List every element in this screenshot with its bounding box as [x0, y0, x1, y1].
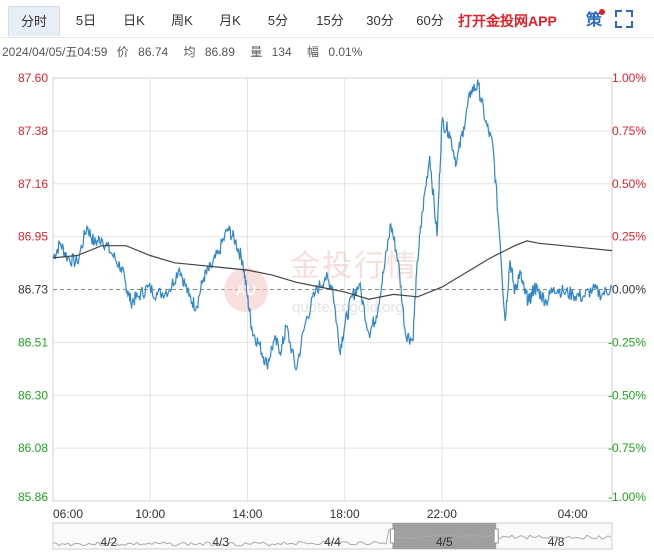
y-tick-label: 87.60 — [18, 71, 48, 85]
period-tab-bar: 分时 5日 日K 周K 月K 5分 15分 30分 60分 — [0, 0, 654, 38]
pct-tick-label: 0.25% — [612, 230, 646, 244]
y-tick-label: 86.08 — [18, 441, 48, 455]
tab-7[interactable]: 30分 — [366, 13, 394, 28]
x-tick-label: 22:00 — [427, 507, 457, 521]
navigator-label: 4/8 — [548, 535, 565, 549]
tab-5[interactable]: 5分 — [267, 13, 289, 28]
y-tick-label: 86.30 — [18, 388, 48, 402]
tab-8[interactable]: 60分 — [416, 13, 444, 28]
quote-price: 86.74 — [138, 45, 169, 59]
open-app-link[interactable]: 打开金投网APP — [458, 13, 557, 29]
x-tick-label: 06:00 — [53, 507, 83, 521]
watermark-logo-icon — [224, 268, 268, 312]
navigator-label: 4/3 — [212, 535, 229, 549]
quote-info-line: 2024/04/05/五04:59 价 86.74 均 86.89 量 134 … — [2, 45, 363, 59]
tab-3[interactable]: 周K — [171, 13, 193, 28]
fullscreen-icon[interactable] — [615, 10, 633, 28]
navigator-handle-right — [493, 528, 499, 544]
x-tick-label: 10:00 — [135, 507, 165, 521]
quote-datetime: 2024/04/05/五04:59 — [2, 45, 108, 59]
average-line — [52, 240, 613, 300]
navigator-label: 4/5 — [436, 535, 453, 549]
x-tick-label: 14:00 — [232, 507, 262, 521]
quote-volume: 134 — [271, 45, 292, 59]
price-line — [52, 79, 613, 372]
tab-1[interactable]: 5日 — [75, 13, 97, 28]
watermark-text: 金投行情 — [290, 250, 418, 283]
y-tick-label: 87.38 — [18, 124, 48, 138]
strategy-button[interactable]: 策 — [586, 12, 603, 29]
navigator-handle-left — [389, 528, 395, 544]
pct-tick-label: -1.00% — [608, 490, 646, 504]
x-tick-label: 18:00 — [330, 507, 360, 521]
tab-4[interactable]: 月K — [219, 13, 241, 28]
navigator-frame — [52, 522, 613, 550]
pct-tick-label: -0.25% — [608, 335, 646, 349]
y-tick-label: 87.16 — [18, 177, 48, 191]
tab-2[interactable]: 日K — [123, 13, 145, 28]
watermark-logo-text: AU — [236, 282, 256, 298]
y-tick-label: 86.95 — [18, 230, 48, 244]
pct-tick-label: 0.00% — [612, 283, 646, 297]
y-tick-label: 86.51 — [18, 335, 48, 349]
notification-dot-icon — [599, 9, 605, 15]
quote-change: 0.01% — [328, 45, 363, 59]
y-tick-label: 85.86 — [18, 490, 48, 504]
watermark-sub: quote.cngold.org — [292, 299, 404, 316]
navigator-label: 4/2 — [101, 535, 118, 549]
tab-6[interactable]: 15分 — [316, 13, 344, 28]
navigator-line — [52, 528, 612, 547]
pct-tick-label: -0.75% — [608, 441, 646, 455]
pct-tick-label: -0.50% — [608, 388, 646, 402]
pct-tick-label: 0.75% — [612, 124, 646, 138]
quote-avg: 86.89 — [204, 45, 235, 59]
x-tick-label: 04:00 — [558, 507, 588, 521]
navigator-label: 4/4 — [324, 535, 341, 549]
y-tick-label: 86.73 — [18, 283, 48, 297]
pct-tick-label: 1.00% — [612, 71, 646, 85]
tab-0[interactable]: 分时 — [8, 6, 60, 36]
pct-tick-label: 0.50% — [612, 177, 646, 191]
